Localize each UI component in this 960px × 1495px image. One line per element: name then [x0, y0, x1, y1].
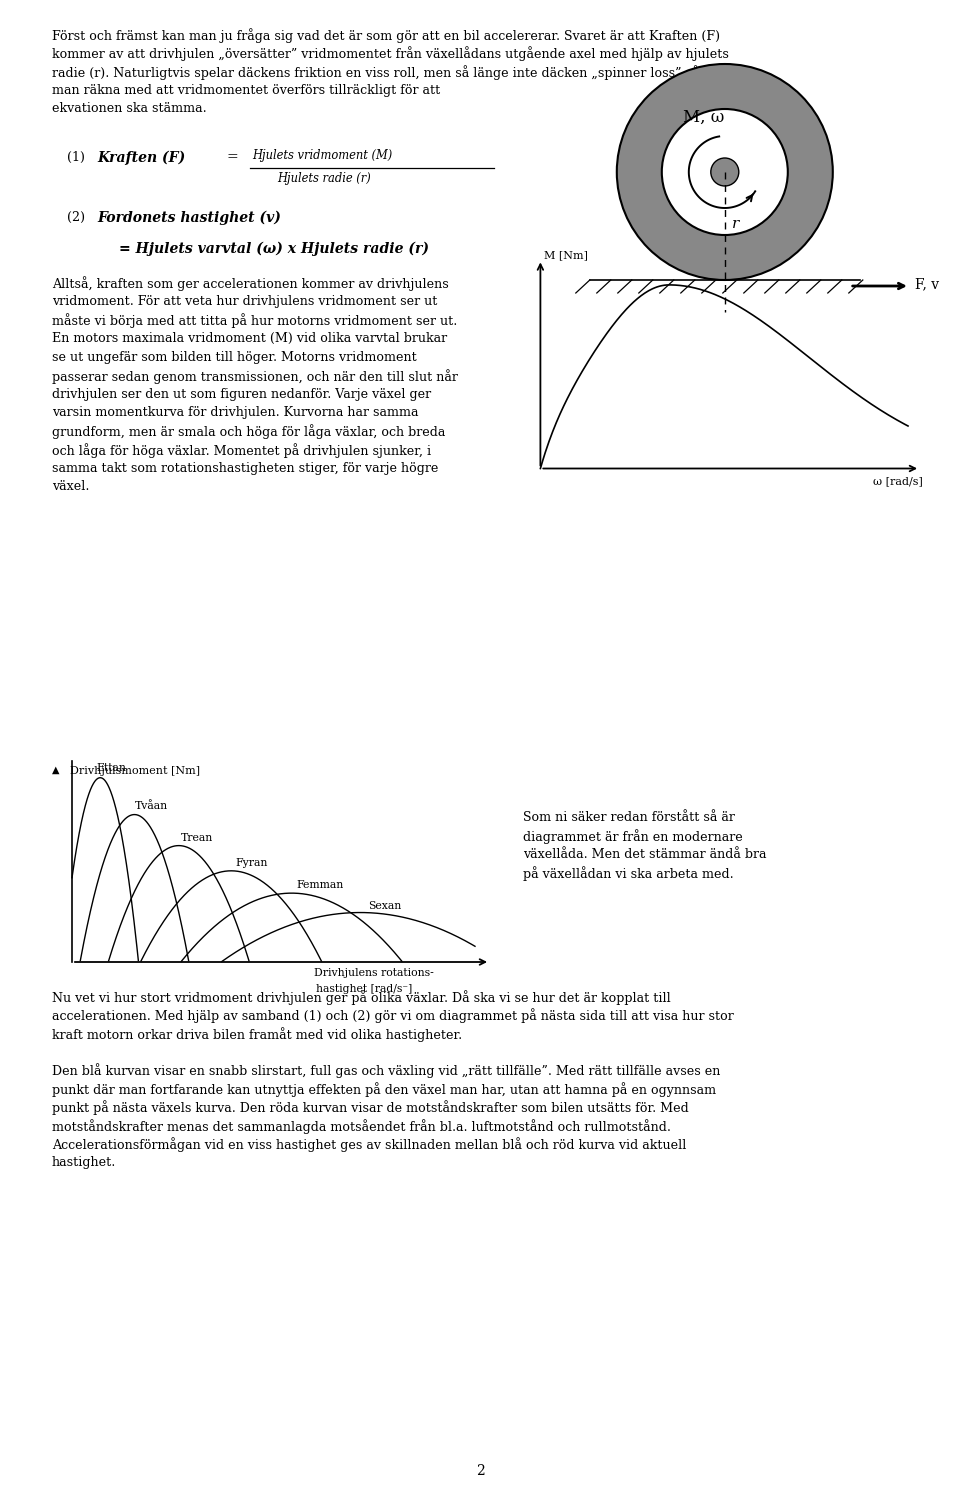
Text: Nu vet vi hur stort vridmoment drivhjulen ger på olika växlar. Då ska vi se hur : Nu vet vi hur stort vridmoment drivhjule…	[52, 990, 671, 1005]
Text: radie (r). Naturligtvis spelar däckens friktion en viss roll, men så länge inte : radie (r). Naturligtvis spelar däckens f…	[52, 64, 727, 79]
Circle shape	[661, 109, 788, 235]
Text: drivhjulen ser den ut som figuren nedanför. Varje växel ger: drivhjulen ser den ut som figuren nedanf…	[52, 387, 431, 401]
Text: Sexan: Sexan	[368, 900, 401, 910]
Text: = Hjulets varvtal (ω) x Hjulets radie (r): = Hjulets varvtal (ω) x Hjulets radie (r…	[119, 242, 429, 256]
Circle shape	[616, 64, 832, 280]
Text: Hjulets vridmoment (M): Hjulets vridmoment (M)	[252, 148, 393, 161]
Text: M [Nm]: M [Nm]	[544, 251, 588, 260]
Text: F, v: F, v	[915, 277, 939, 292]
Text: växel.: växel.	[52, 480, 89, 493]
Text: En motors maximala vridmoment (M) vid olika varvtal brukar: En motors maximala vridmoment (M) vid ol…	[52, 332, 447, 345]
Text: M, ω: M, ω	[683, 109, 724, 126]
Text: (1): (1)	[67, 151, 85, 163]
Text: Hjulets radie (r): Hjulets radie (r)	[277, 172, 371, 185]
Text: Som ni säker redan förstått så är: Som ni säker redan förstått så är	[523, 810, 735, 824]
Text: måste vi börja med att titta på hur motorns vridmoment ser ut.: måste vi börja med att titta på hur moto…	[52, 314, 457, 329]
Text: och låga för höga växlar. Momentet på drivhjulen sjunker, i: och låga för höga växlar. Momentet på dr…	[52, 443, 431, 457]
Text: punkt där man fortfarande kan utnyttja effekten på den växel man har, utan att h: punkt där man fortfarande kan utnyttja e…	[52, 1082, 716, 1097]
Text: Accelerationsförmågan vid en viss hastighet ges av skillnaden mellan blå och röd: Accelerationsförmågan vid en viss hastig…	[52, 1138, 686, 1153]
Text: kommer av att drivhjulen „översätter” vridmomentet från växellådans utgående axe: kommer av att drivhjulen „översätter” vr…	[52, 46, 729, 61]
Text: Fordonets hastighet (v): Fordonets hastighet (v)	[97, 211, 281, 224]
Circle shape	[710, 158, 739, 185]
Text: Kraften (F): Kraften (F)	[97, 151, 185, 164]
Text: kraft motorn orkar driva bilen framåt med vid olika hastigheter.: kraft motorn orkar driva bilen framåt me…	[52, 1027, 462, 1042]
Text: vridmoment. För att veta hur drivhjulens vridmoment ser ut: vridmoment. För att veta hur drivhjulens…	[52, 295, 438, 308]
Text: accelerationen. Med hjälp av samband (1) och (2) gör vi om diagrammet på nästa s: accelerationen. Med hjälp av samband (1)…	[52, 1009, 733, 1024]
Text: Alltså, kraften som ger accelerationen kommer av drivhjulens: Alltså, kraften som ger accelerationen k…	[52, 277, 448, 292]
Text: varsin momentkurva för drivhjulen. Kurvorna har samma: varsin momentkurva för drivhjulen. Kurvo…	[52, 407, 419, 419]
Text: r: r	[732, 217, 739, 232]
Text: se ut ungefär som bilden till höger. Motorns vridmoment: se ut ungefär som bilden till höger. Mot…	[52, 350, 417, 363]
Text: på växellådan vi ska arbeta med.: på växellådan vi ska arbeta med.	[523, 867, 733, 882]
Text: motståndskrafter menas det sammanlagda motsåendet från bl.a. luftmotstånd och ru: motståndskrafter menas det sammanlagda m…	[52, 1118, 671, 1133]
Text: passerar sedan genom transmissionen, och när den till slut når: passerar sedan genom transmissionen, och…	[52, 369, 458, 384]
Text: Ettan: Ettan	[96, 762, 126, 773]
Text: Tvåan: Tvåan	[134, 800, 168, 810]
Text: Fyran: Fyran	[235, 858, 268, 867]
Text: diagrammet är från en modernare: diagrammet är från en modernare	[523, 830, 743, 845]
Text: ekvationen ska stämma.: ekvationen ska stämma.	[52, 102, 206, 115]
Text: Drivhjulsmoment [Nm]: Drivhjulsmoment [Nm]	[70, 765, 200, 776]
Text: grundform, men är smala och höga för låga växlar, och breda: grundform, men är smala och höga för låg…	[52, 425, 445, 440]
Text: hastighet.: hastighet.	[52, 1156, 116, 1169]
Text: punkt på nästa växels kurva. Den röda kurvan visar de motståndskrafter som bilen: punkt på nästa växels kurva. Den röda ku…	[52, 1100, 688, 1115]
Text: 2: 2	[475, 1464, 485, 1479]
Text: Först och främst kan man ju fråga sig vad det är som gör att en bil accelererar.: Först och främst kan man ju fråga sig va…	[52, 28, 720, 43]
Text: ▲: ▲	[52, 765, 60, 774]
Text: Drivhjulens rotations-: Drivhjulens rotations-	[314, 967, 434, 978]
Text: samma takt som rotationshastigheten stiger, för varje högre: samma takt som rotationshastigheten stig…	[52, 462, 439, 474]
Text: man räkna med att vridmomentet överförs tillräckligt för att: man räkna med att vridmomentet överförs …	[52, 84, 441, 97]
Text: Trean: Trean	[180, 833, 213, 843]
Text: Femman: Femman	[297, 881, 344, 890]
Text: Den blå kurvan visar en snabb slirstart, full gas och växling vid „rätt tillfäll: Den blå kurvan visar en snabb slirstart,…	[52, 1063, 720, 1078]
Text: =: =	[227, 151, 239, 164]
Text: ω [rad/s]: ω [rad/s]	[874, 477, 923, 486]
Text: (2): (2)	[67, 211, 85, 223]
Text: växellåda. Men det stämmar ändå bra: växellåda. Men det stämmar ändå bra	[523, 848, 767, 861]
Text: hastighet [rad/s⁻]: hastighet [rad/s⁻]	[316, 984, 412, 994]
